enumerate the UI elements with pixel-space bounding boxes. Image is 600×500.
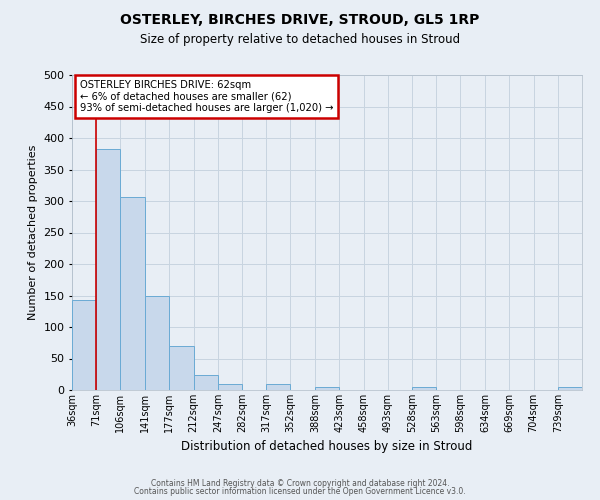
- Bar: [169, 346, 194, 390]
- Text: Contains HM Land Registry data © Crown copyright and database right 2024.: Contains HM Land Registry data © Crown c…: [151, 478, 449, 488]
- Bar: [266, 384, 290, 390]
- Bar: [96, 148, 121, 390]
- X-axis label: Distribution of detached houses by size in Stroud: Distribution of detached houses by size …: [181, 440, 473, 454]
- Text: OSTERLEY BIRCHES DRIVE: 62sqm
← 6% of detached houses are smaller (62)
93% of se: OSTERLEY BIRCHES DRIVE: 62sqm ← 6% of de…: [80, 80, 333, 113]
- Bar: [145, 296, 169, 390]
- Y-axis label: Number of detached properties: Number of detached properties: [28, 145, 38, 320]
- Bar: [218, 384, 242, 390]
- Bar: [194, 375, 218, 390]
- Bar: [558, 388, 582, 390]
- Text: OSTERLEY, BIRCHES DRIVE, STROUD, GL5 1RP: OSTERLEY, BIRCHES DRIVE, STROUD, GL5 1RP: [121, 12, 479, 26]
- Bar: [121, 196, 145, 390]
- Bar: [315, 388, 340, 390]
- Text: Contains public sector information licensed under the Open Government Licence v3: Contains public sector information licen…: [134, 487, 466, 496]
- Bar: [72, 300, 96, 390]
- Text: Size of property relative to detached houses in Stroud: Size of property relative to detached ho…: [140, 32, 460, 46]
- Bar: [412, 387, 436, 390]
